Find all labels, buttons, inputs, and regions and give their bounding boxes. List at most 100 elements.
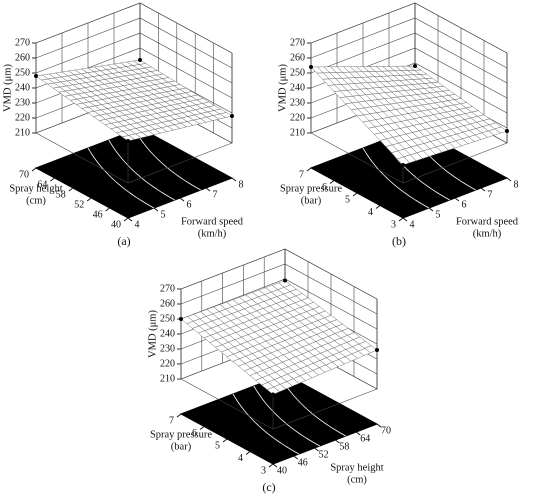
x-tick <box>153 207 159 212</box>
x-tick-label: 4 <box>135 219 140 230</box>
z-tick-label: 240 <box>160 328 175 339</box>
floor-contour <box>134 129 201 191</box>
y-tick <box>222 438 228 443</box>
surface-point <box>34 74 38 78</box>
surface-point <box>179 317 183 321</box>
z-tick-label: 210 <box>290 127 305 138</box>
x-tick-label: 70 <box>381 425 391 436</box>
y-tick <box>68 187 74 192</box>
z-tick-label: 270 <box>290 37 305 48</box>
y-axis-label: (bar) <box>301 195 322 206</box>
surface-mesh <box>266 386 280 395</box>
x-tick-label: 58 <box>339 441 349 452</box>
x-axis-label: (cm) <box>347 474 367 485</box>
y-tick <box>245 451 251 455</box>
x-tick <box>428 207 434 212</box>
x-tick-label: 4 <box>410 219 415 230</box>
panel-label: (b) <box>392 234 406 248</box>
y-tick-label: 58 <box>56 189 66 200</box>
x-tick-label: 46 <box>298 457 308 468</box>
y-tick-label: 7 <box>299 169 304 180</box>
surface-point <box>413 64 417 68</box>
z-tick-label: 250 <box>290 67 305 78</box>
x-tick-label: 6 <box>462 199 467 210</box>
y-tick <box>306 167 312 172</box>
y-axis-label: Spray height <box>9 183 62 194</box>
y-tick-label: 64 <box>37 179 47 190</box>
y-tick <box>199 426 205 430</box>
z-axis-label: VMD (μm) <box>147 310 158 358</box>
y-tick <box>375 205 381 209</box>
floor-contour <box>362 147 430 209</box>
z-tick-label: 230 <box>290 97 305 108</box>
y-axis-label: Spray pressure <box>280 183 342 194</box>
y-tick-label: 7 <box>169 415 174 426</box>
x-tick <box>506 177 512 182</box>
z-tick-label: 230 <box>160 343 175 354</box>
x-tick <box>480 187 486 192</box>
y-tick-label: 52 <box>74 199 84 210</box>
floor-contour <box>87 147 155 209</box>
x-tick <box>335 439 340 444</box>
panel: 210 220 230 240 250 260 270 4 5 6 7 8 40 46 52 58 64 70 VM… <box>2 2 244 248</box>
x-tick <box>127 217 133 222</box>
surface-point <box>271 392 275 397</box>
y-tick <box>176 413 182 418</box>
z-tick-label: 260 <box>290 52 305 63</box>
x-tick-label: 7 <box>213 189 218 200</box>
x-tick-label: 64 <box>360 433 370 444</box>
z-tick-label: 260 <box>15 52 30 63</box>
x-tick-label: 8 <box>514 179 519 190</box>
z-tick-label: 260 <box>160 298 175 309</box>
x-axis-label: (km/h) <box>198 228 227 239</box>
y-axis-label: (cm) <box>26 195 46 206</box>
y-tick <box>352 192 358 197</box>
x-tick <box>272 463 278 468</box>
x-tick <box>179 197 185 202</box>
x-tick <box>402 217 408 222</box>
y-tick-label: 70 <box>19 169 29 180</box>
x-axis-label: Spray height <box>330 462 383 473</box>
x-tick <box>454 197 460 202</box>
z-tick-label: 210 <box>15 127 30 138</box>
panel-label: (a) <box>117 234 130 248</box>
panel-label: (c) <box>262 480 275 494</box>
x-axis-label: (km/h) <box>473 228 502 239</box>
z-axis-label: VMD (μm) <box>277 64 288 112</box>
z-tick-label: 210 <box>160 373 175 384</box>
y-tick <box>329 180 335 184</box>
x-tick <box>231 177 237 182</box>
surface-point <box>309 65 313 69</box>
surface-point <box>375 348 379 352</box>
surface-mesh <box>396 156 410 166</box>
z-tick-label: 220 <box>160 358 175 369</box>
surface-mesh <box>121 135 135 142</box>
z-tick-label: 240 <box>15 82 30 93</box>
x-tick <box>376 423 382 428</box>
x-tick-label: 7 <box>488 189 493 200</box>
x-axis-label: Forward speed <box>456 216 519 227</box>
surface-point <box>230 114 234 118</box>
x-tick <box>355 431 361 436</box>
y-tick-label: 6 <box>192 428 197 439</box>
x-tick <box>205 187 211 192</box>
x-tick-label: 5 <box>436 209 441 220</box>
surface-point <box>283 278 287 283</box>
y-tick <box>50 177 55 182</box>
y-tick-label: 4 <box>238 453 243 464</box>
x-tick-label: 6 <box>187 199 192 210</box>
x-tick-label: 5 <box>161 209 166 220</box>
y-tick-label: 4 <box>368 207 373 218</box>
x-tick-label: 52 <box>319 449 329 460</box>
y-tick-label: 6 <box>322 182 327 193</box>
z-tick-label: 230 <box>15 97 30 108</box>
y-tick-label: 5 <box>215 440 220 451</box>
y-tick <box>398 217 404 222</box>
y-axis-label: (bar) <box>171 441 192 452</box>
y-tick-label: 3 <box>261 465 266 476</box>
y-tick-label: 3 <box>391 219 396 230</box>
y-axis-label: Spray pressure <box>150 429 212 440</box>
z-axis-label: VMD (μm) <box>2 64 13 112</box>
surface-point <box>138 58 142 62</box>
